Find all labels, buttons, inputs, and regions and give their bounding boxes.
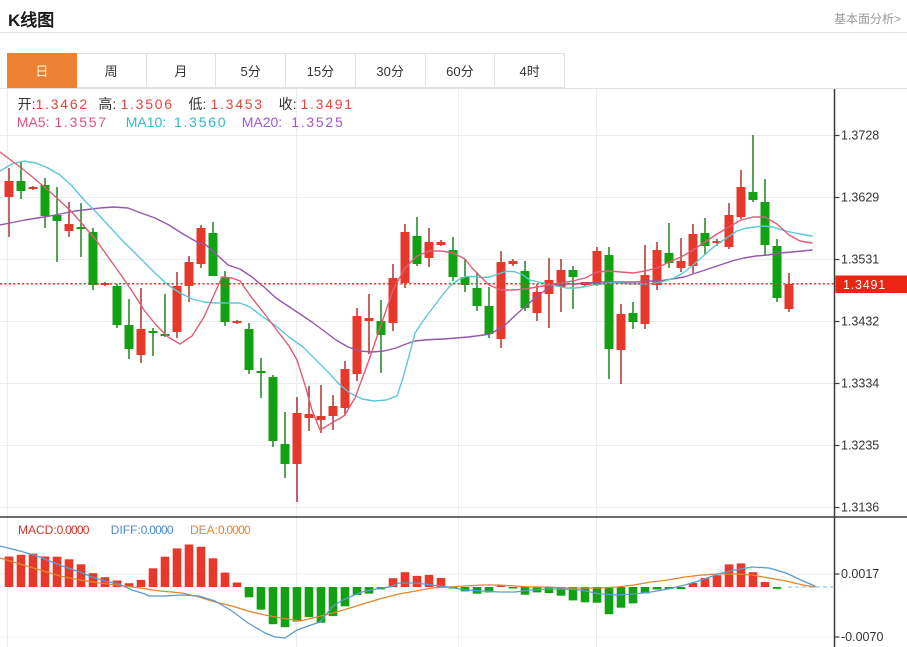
svg-text:1.3334: 1.3334 bbox=[841, 377, 879, 391]
svg-text:1.3136: 1.3136 bbox=[841, 501, 879, 515]
svg-text:-0.0070: -0.0070 bbox=[841, 630, 883, 644]
svg-text:1.3728: 1.3728 bbox=[841, 129, 879, 143]
svg-text:0.0017: 0.0017 bbox=[841, 567, 879, 581]
svg-text:1.3235: 1.3235 bbox=[841, 439, 879, 453]
svg-text:1.3531: 1.3531 bbox=[841, 253, 879, 267]
svg-text:1.3491: 1.3491 bbox=[843, 278, 886, 292]
svg-text:1.3629: 1.3629 bbox=[841, 191, 879, 205]
svg-text:1.3432: 1.3432 bbox=[841, 315, 879, 329]
